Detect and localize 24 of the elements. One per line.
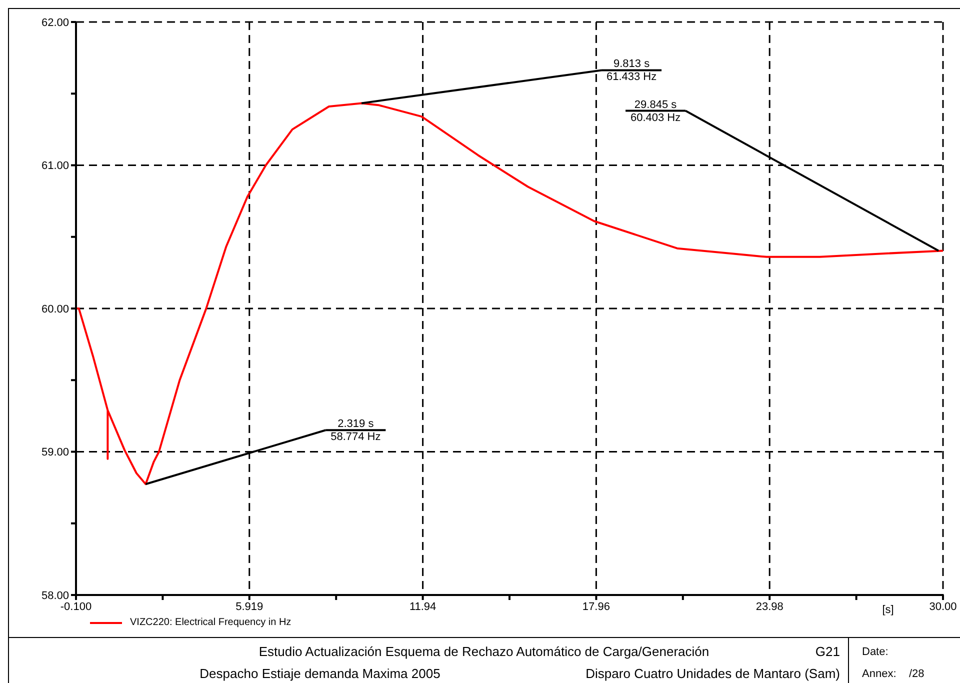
text: Annex: [862, 668, 896, 680]
text: Estudio Actualización Esquema de Rechazo Automático de Carga/Generación [258, 644, 710, 659]
y-tick-label: 59.00 [41, 446, 69, 459]
x-tick-label: 5.919 [236, 600, 264, 613]
legend-label: VIZC220: Electrical Frequency in Hz [130, 617, 292, 628]
x-tick-label: -0.100 [60, 600, 92, 613]
text: Disparo Cuatro Unidades de Mantaro (Sam) [584, 666, 840, 681]
annotation: 9.813 s 61.433 Hz [606, 58, 657, 84]
y-tick-label: 58.00 [41, 590, 69, 602]
text: Date: [862, 646, 888, 658]
text: /28 [909, 668, 924, 680]
text: G21 [814, 644, 840, 659]
x-tick-label: 23.98 [756, 600, 784, 613]
annotation: 29.845 s 60.403 Hz [630, 98, 681, 124]
x-tick-label: 11.94 [409, 600, 436, 613]
x-axis-title: [s] [882, 604, 894, 616]
line-series [76, 102, 943, 486]
y-tick-label: 60.00 [41, 303, 69, 316]
y-tick-label: 62.00 [41, 16, 69, 29]
y-tick-label: 61.00 [41, 160, 69, 172]
x-tick-label: 30.00 [929, 600, 957, 613]
annotation: 2.319 s 58.774 Hz [330, 418, 381, 444]
x-tick-label: 17.96 [582, 600, 610, 613]
text: Despacho Estiaje demanda Maxima 2005 [198, 666, 442, 681]
